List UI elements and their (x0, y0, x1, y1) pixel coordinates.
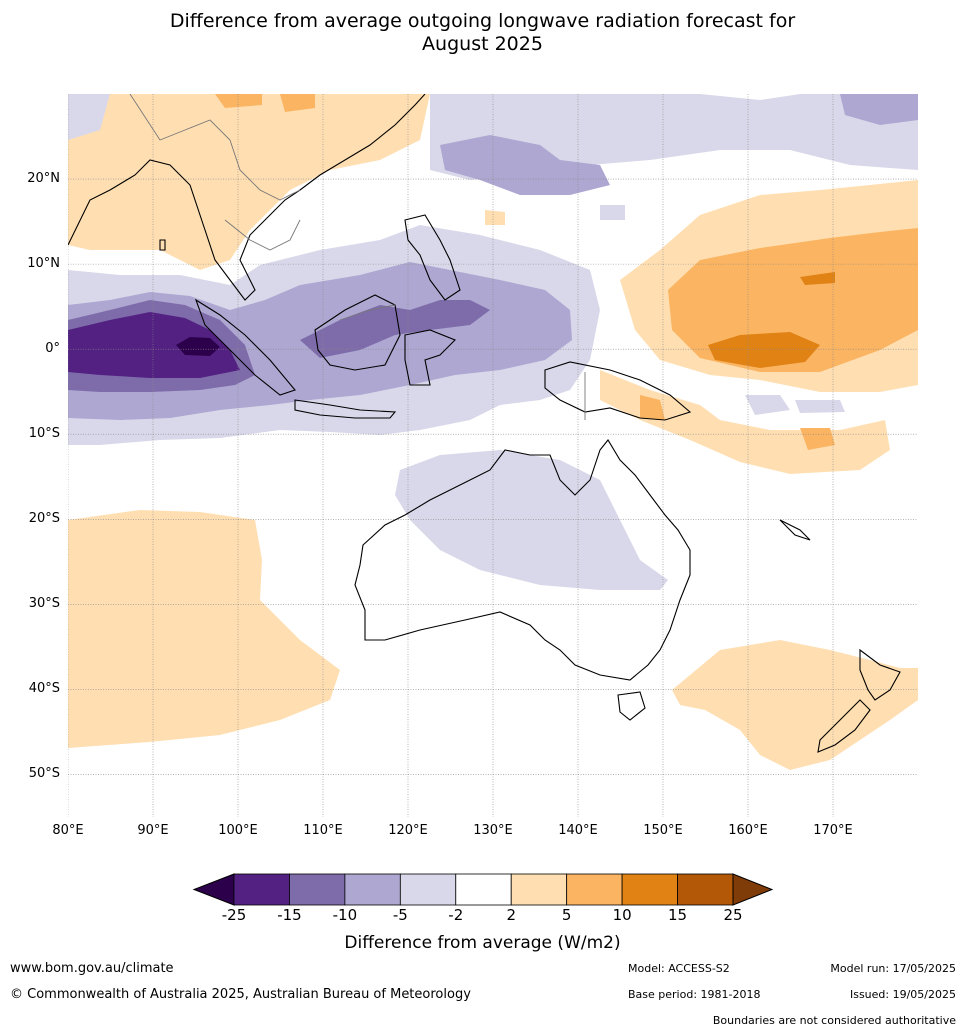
new-caledonia-coast (779, 519, 811, 541)
lat-label: 10°S (28, 426, 60, 442)
lon-label: 160°E (728, 823, 768, 838)
lat-label: 20°N (27, 171, 60, 187)
colorbar-tick: -2 (448, 906, 464, 924)
colorbar-extend-low (192, 873, 235, 906)
graticule-lines (68, 94, 918, 817)
asia-mainland-coast (68, 94, 426, 301)
lon-label: 100°E (218, 823, 258, 838)
model-run-text: Model run: 17/05/2025 (830, 962, 956, 975)
colorbar-tick: 25 (723, 906, 743, 924)
colorbar-tick: -25 (221, 906, 247, 924)
lat-label: 10°N (27, 256, 60, 272)
colorbar-tick: 2 (506, 906, 516, 924)
lat-label: 40°S (28, 681, 60, 697)
borneo-coast (314, 294, 401, 371)
base-period-text: Base period: 1981-2018 (628, 988, 761, 1001)
colorbar-tick: -5 (392, 906, 408, 924)
colorbar-segment (289, 873, 346, 906)
map-plot-area (68, 94, 918, 817)
colorbar-segment (399, 873, 457, 906)
model-text: Model: ACCESS-S2 (628, 962, 730, 975)
colorbar (192, 873, 774, 906)
anomaly-negative-15-25 (68, 312, 240, 378)
colorbar-segment (344, 873, 401, 906)
copyright-text: © Commonwealth of Australia 2025, Austra… (10, 987, 471, 1002)
issued-text: Issued: 19/05/2025 (849, 988, 956, 1001)
country-borders (129, 94, 586, 420)
lat-label: 20°S (28, 511, 60, 527)
colorbar-label: Difference from average (W/m2) (344, 933, 621, 953)
java-coast (294, 399, 397, 419)
lat-label: 30°S (28, 596, 60, 612)
lat-label: 0° (45, 341, 60, 357)
website-link[interactable]: www.bom.gov.au/climate (10, 961, 174, 976)
colorbar-tick: -15 (277, 906, 302, 924)
philippines-coast (404, 214, 461, 301)
colorbar-segment (455, 873, 512, 906)
colorbar-segment (510, 873, 568, 906)
map-title: Difference from average outgoing longwav… (0, 10, 965, 56)
colorbar-segment (677, 873, 734, 906)
disclaimer-text: Boundaries are not considered authoritat… (712, 1014, 956, 1027)
lon-label: 110°E (303, 823, 343, 838)
colorbar-extend-high (732, 873, 774, 906)
australia-coast (354, 439, 691, 681)
colorbar-segment (621, 873, 678, 906)
coastlines (68, 94, 901, 753)
colorbar-tick: 15 (668, 906, 688, 924)
lon-label: 130°E (473, 823, 513, 838)
new-zealand-south-coast (817, 699, 871, 753)
sumatra-coast (194, 298, 296, 396)
lon-label: 170°E (813, 823, 853, 838)
colorbar-tick: 5 (561, 906, 572, 924)
lon-label: 140°E (558, 823, 598, 838)
lat-label: 50°S (28, 766, 60, 782)
tasmania-coast (617, 691, 646, 721)
lon-label: 150°E (643, 823, 683, 838)
colorbar-tick: -10 (332, 906, 358, 924)
colorbar-tick: 10 (612, 906, 632, 924)
sri-lanka-coast (159, 239, 166, 251)
lon-label: 120°E (388, 823, 428, 838)
colorbar-segment (566, 873, 623, 906)
title-line-1: Difference from average outgoing longwav… (169, 10, 796, 32)
colorbar-segment (233, 873, 290, 906)
new-guinea-coast (544, 361, 692, 421)
sulawesi-coast (404, 329, 456, 386)
new-zealand-north-coast (859, 648, 901, 701)
lon-label: 80°E (52, 823, 84, 838)
lon-label: 90°E (137, 823, 169, 838)
anomaly-below-minus-25 (176, 337, 220, 356)
title-line-2: August 2025 (422, 33, 543, 55)
